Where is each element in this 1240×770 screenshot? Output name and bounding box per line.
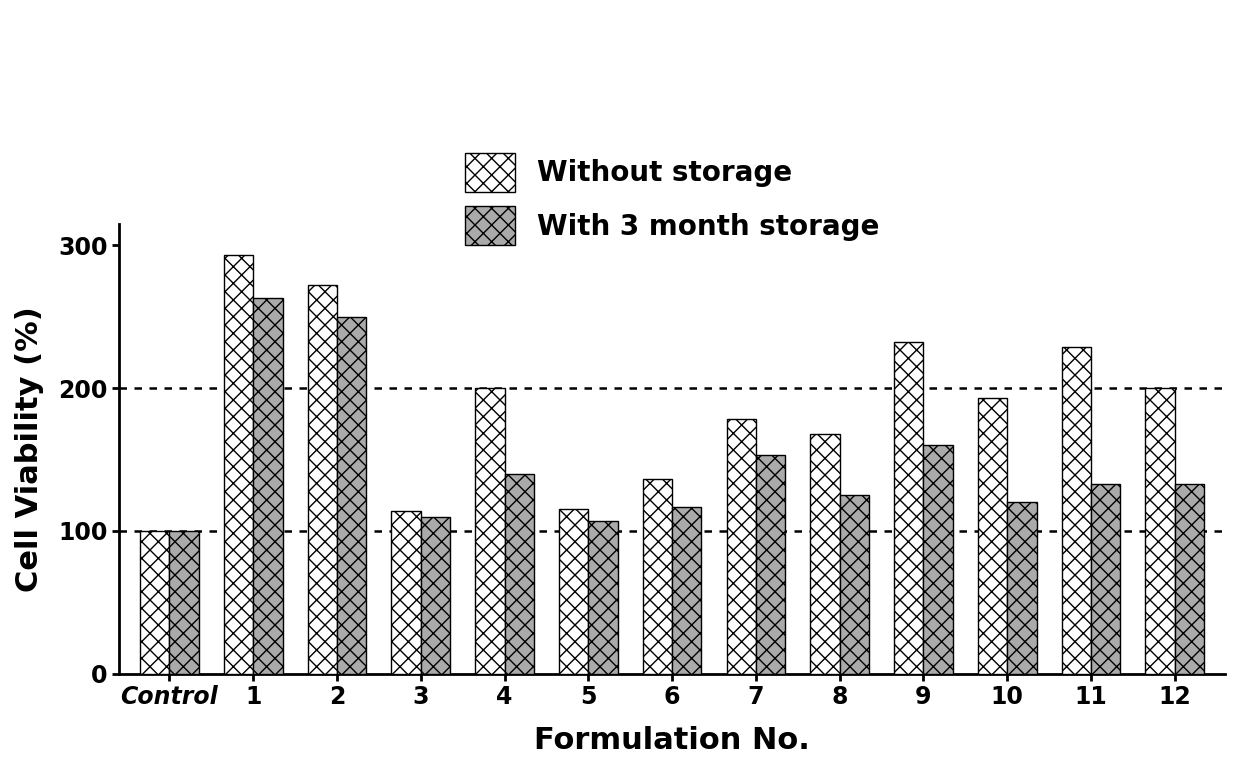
Bar [392,511,420,674]
Bar [1146,388,1174,674]
Bar [1007,502,1037,674]
Bar [839,495,869,674]
Bar [308,286,337,674]
Bar [756,455,785,674]
Bar [224,256,253,674]
Bar [505,474,534,674]
Bar [140,531,170,674]
Bar [475,388,505,674]
Bar [588,521,618,674]
Bar [894,343,924,674]
Bar [420,517,450,674]
Bar [642,480,672,674]
Bar [559,510,588,674]
Bar [978,398,1007,674]
Bar [810,434,839,674]
Bar [924,445,952,674]
Bar [253,298,283,674]
Bar [1174,484,1204,674]
Bar [1061,346,1091,674]
Bar [170,531,198,674]
Bar [672,507,702,674]
Bar [337,316,366,674]
Bar [727,420,756,674]
Bar [1091,484,1120,674]
X-axis label: Formulation No.: Formulation No. [534,726,810,755]
Legend: Without storage, With 3 month storage: Without storage, With 3 month storage [451,139,893,259]
Y-axis label: Cell Viability (%): Cell Viability (%) [15,306,43,591]
